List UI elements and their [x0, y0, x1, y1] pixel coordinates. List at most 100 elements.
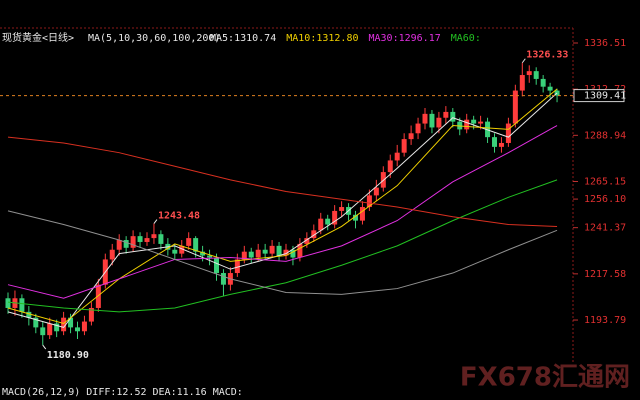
candle-body — [88, 307, 94, 322]
candle-body — [436, 117, 442, 128]
y-tick-label: 1336.51 — [584, 38, 626, 49]
candle-body — [33, 317, 39, 328]
candle-body — [68, 317, 74, 328]
legend-entry: MA10:1312.80 — [286, 33, 358, 44]
ma-line — [7, 125, 558, 299]
ma-line — [7, 210, 558, 295]
candle-body — [394, 152, 400, 161]
candle-body — [325, 218, 331, 225]
candle-body — [359, 207, 365, 221]
indicator-label: MA(5,10,30,60,100,200) — [88, 33, 220, 44]
candle-body — [214, 257, 219, 274]
candle-body — [547, 86, 553, 91]
candle-body — [505, 123, 511, 143]
y-tick-label: 1193.79 — [584, 315, 626, 326]
candle-body — [540, 78, 546, 87]
candle-body — [478, 121, 484, 124]
last-price-label: 1309.41 — [584, 91, 626, 102]
candle-body — [200, 251, 206, 256]
candle-body — [193, 238, 199, 252]
candle-body — [290, 249, 296, 258]
legend-entry: MA5:1310.74 — [210, 33, 276, 44]
candle-body — [276, 245, 282, 256]
candle-body — [471, 119, 477, 124]
candle-body — [144, 238, 150, 242]
candle-body — [151, 234, 157, 239]
candle-body — [47, 323, 53, 336]
candle-body — [137, 236, 143, 242]
candle-body — [311, 230, 317, 239]
level-label: 1256.10 — [584, 194, 626, 205]
candle-body — [262, 249, 268, 254]
candle-body — [422, 113, 428, 124]
candle-body — [408, 133, 414, 140]
candle-body — [220, 273, 226, 285]
price-box — [573, 89, 625, 103]
annotation-mark — [521, 58, 526, 64]
legend-entry: MA30:1296.17 — [368, 33, 440, 44]
candle-body — [61, 317, 67, 332]
candle-body — [186, 238, 192, 246]
candle-body — [123, 240, 129, 248]
candle-body — [54, 323, 60, 332]
candle-body — [207, 255, 213, 258]
candle-body — [464, 119, 470, 130]
watermark: FX678汇通网 — [460, 363, 630, 393]
candle-body — [512, 90, 518, 124]
candle-body — [297, 243, 303, 258]
candle-body — [283, 249, 289, 256]
candle-body — [443, 111, 449, 118]
candle-body — [241, 251, 247, 260]
candle-body — [304, 238, 310, 244]
candle-body — [158, 234, 164, 244]
candle-body — [234, 259, 240, 274]
ma-line — [7, 88, 558, 325]
candle-body — [40, 327, 46, 336]
y-tick-label: 1217.58 — [584, 269, 626, 280]
candle-body — [429, 113, 435, 128]
candle-body — [109, 249, 115, 260]
candle-body — [387, 160, 393, 173]
candle-body — [332, 210, 338, 225]
y-tick-label: 1265.15 — [584, 177, 626, 188]
candle-body — [116, 240, 122, 250]
annotation-mark — [153, 219, 158, 224]
ma-line — [7, 136, 558, 227]
candle-body — [366, 195, 372, 208]
candle-body — [26, 311, 32, 318]
candle-body — [450, 111, 456, 122]
candle-body — [533, 71, 539, 79]
candle-body — [248, 251, 254, 258]
candle-body — [492, 137, 497, 147]
ma-line — [7, 92, 558, 328]
chart-title: 现货黄金<日线> — [2, 31, 74, 44]
annotation-label: 1243.48 — [158, 211, 200, 222]
candle-body — [373, 187, 379, 196]
candle-body — [19, 298, 25, 312]
candle-body — [269, 245, 275, 254]
y-tick-label: 1241.37 — [584, 223, 626, 234]
candle-body — [179, 245, 185, 254]
candle-body — [130, 236, 136, 248]
candle-body — [318, 218, 324, 231]
candle-body — [5, 298, 11, 308]
candle-body — [339, 207, 345, 211]
legend-entry: MA60: — [451, 33, 481, 44]
candle-body — [75, 327, 80, 332]
candle-body — [401, 139, 407, 153]
annotation-label: 1180.90 — [47, 350, 89, 361]
candle-body — [255, 249, 261, 258]
candle-body — [172, 249, 178, 254]
footer: MACD(26,12,9) DIFF:12.52 DEA:11.16 MACD: — [2, 387, 243, 398]
candle-body — [95, 284, 101, 308]
candle-body — [498, 142, 504, 147]
ma-line — [7, 179, 558, 313]
candle-body — [415, 123, 421, 134]
annotation-mark — [42, 344, 47, 350]
candle-body — [81, 321, 87, 332]
candle-body — [519, 75, 525, 91]
y-tick-label: 1288.94 — [584, 130, 626, 141]
candle-body — [526, 71, 532, 76]
